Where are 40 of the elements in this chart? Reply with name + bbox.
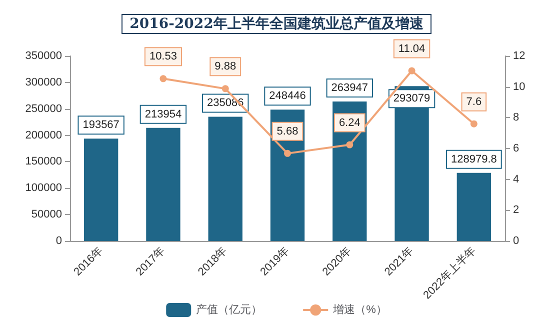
point: [408, 67, 416, 74]
y2-tick-label: 0: [513, 235, 520, 247]
y-tick-label: 250000: [25, 102, 62, 115]
data-label: 263947: [331, 82, 368, 94]
chart-title: 2016-2022年上半年全国建筑业总产值及增速: [130, 15, 424, 32]
point: [160, 75, 167, 82]
point: [470, 120, 478, 128]
legend-label: 产值（亿元）: [196, 303, 262, 316]
data-label: 213954: [144, 108, 182, 120]
data-label: 193567: [82, 119, 120, 132]
y2-tick-label: 2: [513, 204, 520, 216]
y2-tick-label: 10: [513, 80, 526, 93]
point: [346, 141, 354, 148]
y-tick-label: 300000: [25, 76, 62, 88]
legend-label: 增速（%）: [332, 303, 387, 316]
y2-tick-label: 6: [513, 142, 520, 154]
data-label: 7.6: [466, 96, 482, 108]
data-label: 128979.8: [450, 153, 497, 166]
y-tick-label: 350000: [25, 50, 62, 62]
data-label: 5.68: [276, 125, 298, 138]
point: [222, 85, 229, 92]
point: [284, 150, 291, 157]
data-label: 6.24: [338, 116, 360, 129]
y2-tick-label: 12: [513, 50, 526, 62]
y-tick-label: 200000: [25, 129, 62, 142]
data-label: 293079: [393, 92, 430, 105]
bar: [84, 138, 118, 241]
bar: [208, 116, 242, 241]
y2-tick-label: 4: [513, 173, 520, 186]
y-tick-label: 0: [56, 235, 62, 247]
data-label: 10.53: [149, 50, 177, 63]
y-tick-label: 150000: [25, 156, 62, 168]
y-tick-label: 50000: [31, 208, 62, 221]
data-label: 248446: [269, 90, 306, 102]
data-label: 11.04: [398, 42, 426, 55]
data-label: 9.88: [214, 60, 236, 73]
bar: [456, 172, 492, 241]
y-tick-label: 100000: [25, 182, 62, 194]
bar: [146, 128, 180, 241]
y2-tick-label: 8: [513, 112, 520, 124]
